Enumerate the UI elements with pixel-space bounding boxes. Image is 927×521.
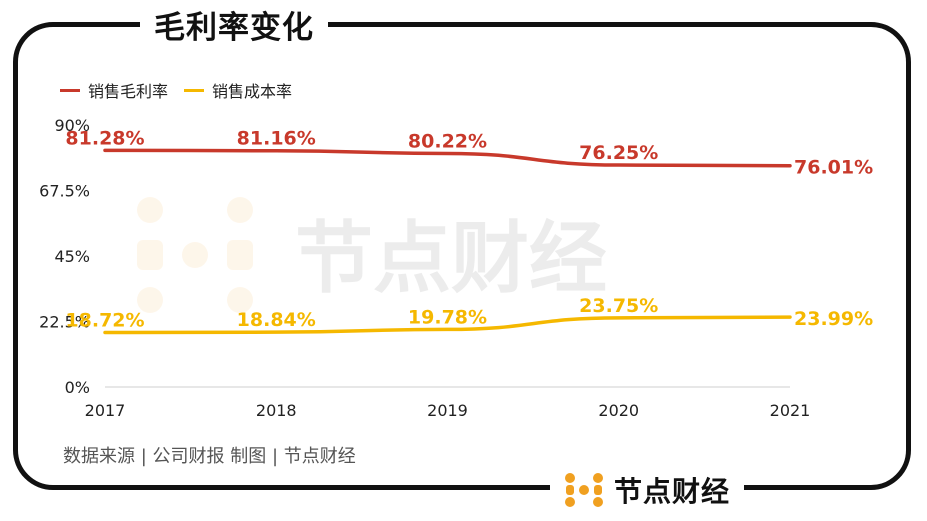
y-tick-label: 67.5% bbox=[39, 182, 90, 201]
chart-title: 毛利率变化 bbox=[154, 9, 314, 46]
source-note: 数据来源 | 公司财报 制图 | 节点财经 bbox=[63, 446, 356, 467]
data-label: 81.28% bbox=[65, 127, 144, 149]
data-label: 18.72% bbox=[65, 310, 144, 332]
legend-label-cost-rate: 销售成本率 bbox=[212, 82, 293, 101]
axes: 0% 22.5% 45% 67.5% 90% 2017 2018 2019 2020 2021 bbox=[39, 116, 810, 420]
watermark: 节点财经 bbox=[137, 197, 607, 313]
y-tick-label: 0% bbox=[65, 378, 90, 397]
series-line-1 bbox=[103, 148, 792, 168]
x-tick-label: 2018 bbox=[256, 401, 297, 420]
brand-name: 节点财经 bbox=[614, 475, 731, 508]
data-label: 19.78% bbox=[408, 306, 487, 328]
title-band: 毛利率变化 bbox=[140, 4, 328, 46]
series-line-2 bbox=[103, 315, 792, 335]
legend-swatch-gross-margin bbox=[60, 88, 80, 92]
data-label: 80.22% bbox=[408, 130, 487, 152]
y-tick-label: 45% bbox=[54, 247, 90, 266]
data-label: 76.01% bbox=[794, 157, 873, 179]
x-tick-label: 2021 bbox=[770, 401, 811, 420]
watermark-logo-icon bbox=[137, 197, 253, 313]
legend-item-cost-rate: 销售成本率 bbox=[184, 78, 292, 102]
chart-frame bbox=[13, 22, 911, 490]
data-label: 18.84% bbox=[237, 309, 316, 331]
data-label: 23.75% bbox=[579, 295, 658, 317]
watermark-text: 节点财经 bbox=[295, 214, 607, 304]
data-label: 76.25% bbox=[579, 142, 658, 164]
legend-item-gross-margin: 销售毛利率 bbox=[60, 78, 168, 102]
legend: 销售毛利率 销售成本率 bbox=[60, 78, 292, 102]
legend-label-gross-margin: 销售毛利率 bbox=[88, 82, 169, 101]
x-tick-label: 2017 bbox=[85, 401, 126, 420]
series-layer: 81.28% 81.16% 80.22% 76.25% 76.01% 18.72% 18.8… bbox=[65, 127, 873, 335]
data-label: 23.99% bbox=[794, 308, 873, 330]
brand: 节点财经 bbox=[550, 468, 745, 512]
y-tick-label: 90% bbox=[54, 116, 90, 135]
legend-swatch-cost-rate bbox=[184, 88, 205, 92]
data-label: 81.16% bbox=[237, 128, 316, 150]
x-tick-label: 2019 bbox=[427, 401, 468, 420]
node-logo-icon bbox=[565, 473, 603, 507]
y-tick-label: 22.5% bbox=[39, 313, 90, 332]
x-tick-label: 2020 bbox=[598, 401, 639, 420]
